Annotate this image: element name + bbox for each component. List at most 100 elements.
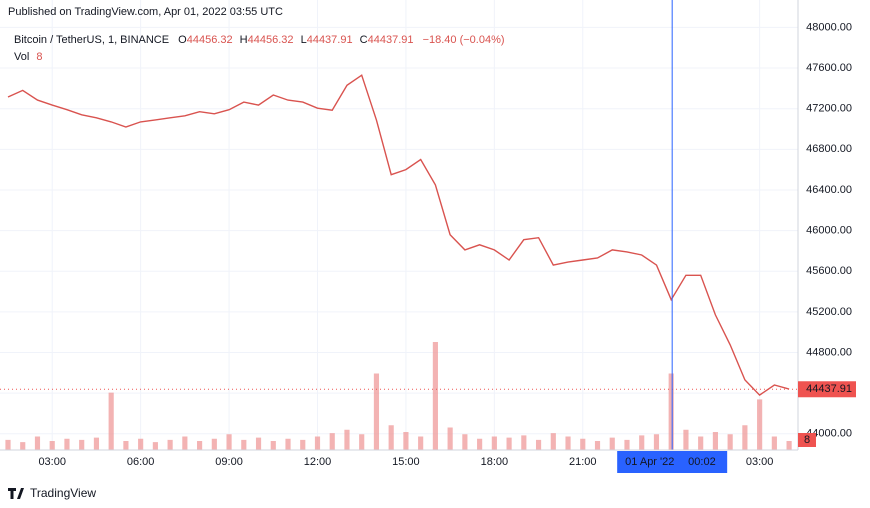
- y-tick-label: 44000.00: [806, 428, 852, 440]
- volume-bar: [241, 439, 247, 450]
- x-tick-label: 15:00: [392, 456, 420, 468]
- crosshair-box: [617, 451, 728, 473]
- crosshair-time: 00:02: [688, 456, 716, 468]
- x-tick-label: 21:00: [569, 456, 597, 468]
- volume-value-label: 8: [804, 434, 810, 446]
- volume-bar: [197, 441, 203, 450]
- volume-value: 8: [36, 51, 42, 63]
- x-tick-label: 12:00: [304, 456, 332, 468]
- volume-bar: [477, 438, 483, 450]
- volume-bar: [624, 439, 630, 450]
- volume-bar: [49, 441, 55, 450]
- volume-bar: [211, 438, 217, 450]
- volume-bar: [683, 429, 689, 450]
- volume-bar: [373, 373, 380, 450]
- legend-line: Bitcoin / TetherUS, 1, BINANCE O44456.32…: [14, 34, 505, 46]
- y-tick-label: 45200.00: [806, 306, 852, 318]
- volume-bar: [565, 436, 571, 450]
- grid: [0, 0, 798, 450]
- volume-bar: [491, 436, 497, 450]
- volume-bar: [668, 373, 674, 450]
- volume-bar: [653, 434, 660, 450]
- last-price-label: 44437.91: [806, 383, 852, 395]
- volume-bar: [462, 434, 468, 450]
- volume-bar: [535, 439, 542, 450]
- ohlc-value: 44456.32: [248, 34, 294, 46]
- volume-bar: [93, 437, 100, 450]
- volume-bar: [34, 436, 41, 450]
- x-tick-label: 03:00: [38, 456, 66, 468]
- volume-bar: [226, 434, 232, 450]
- volume-bar: [329, 433, 335, 450]
- volume-pane: [5, 342, 792, 450]
- symbol-title: Bitcoin / TetherUS, 1, BINANCE: [14, 34, 169, 46]
- volume-bar: [771, 436, 777, 450]
- price-pane: [0, 0, 798, 450]
- y-tick-label: 46000.00: [806, 224, 852, 236]
- volume-bar: [594, 441, 601, 450]
- x-tick-label: 18:00: [481, 456, 509, 468]
- ohlc-value: 44437.91: [368, 34, 414, 46]
- y-tick-label: 46400.00: [806, 184, 852, 196]
- volume-bar: [5, 439, 11, 450]
- volume-bar: [108, 392, 114, 450]
- volume-label: Vol: [14, 51, 29, 63]
- volume-bar: [712, 432, 718, 450]
- volume-bar: [79, 439, 85, 450]
- volume-legend: Vol 8: [14, 51, 42, 63]
- ohlc-key: H: [240, 34, 248, 46]
- volume-bar: [550, 433, 556, 450]
- volume-bar: [314, 436, 321, 450]
- y-tick-label: 47200.00: [806, 103, 852, 115]
- ohlc-key: C: [360, 34, 368, 46]
- y-tick-label: 46800.00: [806, 143, 852, 155]
- volume-bar: [152, 442, 158, 450]
- volume-bar: [698, 436, 704, 450]
- volume-bar: [20, 442, 26, 450]
- volume-bar: [300, 439, 306, 450]
- volume-bar: [359, 434, 365, 450]
- volume-bar: [64, 438, 70, 450]
- crosshair-date: 01 Apr '22: [625, 456, 674, 468]
- volume-bar: [757, 399, 763, 450]
- volume-bar: [639, 435, 645, 450]
- x-tick-label: 03:00: [746, 456, 774, 468]
- volume-bar: [786, 441, 792, 450]
- volume-bar: [580, 438, 586, 450]
- last-price-box: [798, 381, 856, 398]
- volume-bar: [521, 435, 527, 450]
- x-tick-label: 06:00: [127, 456, 155, 468]
- footer-text: TradingView: [30, 486, 96, 500]
- volume-bar: [388, 425, 394, 450]
- x-tick-label: 09:00: [215, 456, 243, 468]
- volume-bar: [167, 439, 173, 450]
- volume-bar: [403, 432, 409, 450]
- footer-logo: TradingView: [8, 486, 96, 500]
- volume-bar: [285, 438, 291, 450]
- y-tick-label: 48000.00: [806, 21, 852, 33]
- volume-bar: [344, 429, 350, 450]
- ohlc-key: O: [178, 34, 187, 46]
- volume-bar: [182, 436, 188, 450]
- volume-bar: [506, 437, 512, 450]
- volume-bar: [447, 427, 453, 450]
- volume-bar: [138, 438, 144, 450]
- volume-bar: [727, 434, 733, 450]
- volume-bar: [432, 342, 438, 450]
- y-tick-label: 44800.00: [806, 346, 852, 358]
- ohlc-value: 44456.32: [187, 34, 233, 46]
- volume-bar: [123, 441, 129, 450]
- volume-bar: [255, 437, 262, 450]
- change: −18.40 (−0.04%): [423, 34, 505, 46]
- y-tick-label: 45600.00: [806, 265, 852, 277]
- volume-bar: [418, 436, 424, 450]
- volume-bar: [270, 441, 276, 450]
- y-tick-label: 47600.00: [806, 62, 852, 74]
- volume-bar: [742, 425, 748, 450]
- price-line: [7, 74, 790, 397]
- ohlc-value: 44437.91: [307, 34, 353, 46]
- axes: 44000.0044400.0044800.0045200.0045600.00…: [38, 21, 856, 473]
- logo-icon: [8, 488, 24, 499]
- volume-bar: [609, 437, 615, 450]
